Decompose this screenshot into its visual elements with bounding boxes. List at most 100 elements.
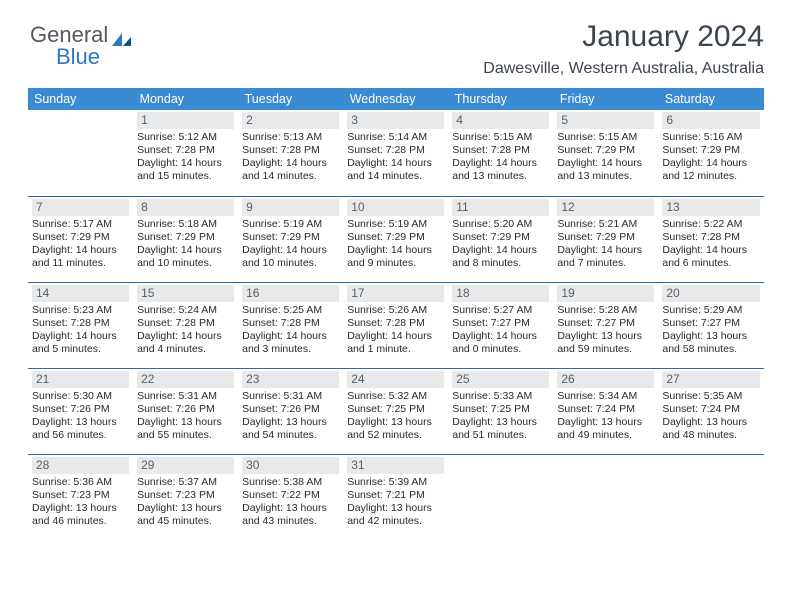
daylight-text: Daylight: 14 hours (347, 244, 444, 257)
calendar-cell: 18Sunrise: 5:27 AMSunset: 7:27 PMDayligh… (448, 282, 553, 368)
sunrise-text: Sunrise: 5:19 AM (347, 218, 444, 231)
day-header: Monday (133, 88, 238, 110)
sunset-text: Sunset: 7:23 PM (32, 489, 129, 502)
sunset-text: Sunset: 7:29 PM (557, 144, 654, 157)
day-number: 23 (242, 371, 339, 388)
daylight-text: and 15 minutes. (137, 170, 234, 183)
day-details: Sunrise: 5:13 AMSunset: 7:28 PMDaylight:… (242, 131, 339, 184)
sunset-text: Sunset: 7:28 PM (347, 144, 444, 157)
daylight-text: Daylight: 13 hours (662, 416, 759, 429)
sunset-text: Sunset: 7:28 PM (662, 231, 759, 244)
calendar-cell: 19Sunrise: 5:28 AMSunset: 7:27 PMDayligh… (553, 282, 658, 368)
calendar-cell: 12Sunrise: 5:21 AMSunset: 7:29 PMDayligh… (553, 196, 658, 282)
daylight-text: Daylight: 13 hours (557, 330, 654, 343)
sunrise-text: Sunrise: 5:37 AM (137, 476, 234, 489)
day-number: 15 (137, 285, 234, 302)
sunrise-text: Sunrise: 5:19 AM (242, 218, 339, 231)
calendar-cell (553, 454, 658, 540)
sunset-text: Sunset: 7:29 PM (452, 231, 549, 244)
day-number: 31 (347, 457, 444, 474)
day-number: 6 (662, 112, 759, 129)
calendar-cell: 10 Sunrise: 5:19 AMSunset: 7:29 PMDayligh… (343, 196, 448, 282)
calendar-cell: 4Sunrise: 5:15 AMSunset: 7:28 PMDaylight… (448, 110, 553, 196)
calendar-week-row: 7Sunrise: 5:17 AMSunset: 7:29 PMDaylight… (28, 196, 764, 282)
calendar-cell: 23 Sunrise: 5:31 AMSunset: 7:26 PMDayligh… (238, 368, 343, 454)
calendar-cell: 24Sunrise: 5:32 AMSunset: 7:25 PMDayligh… (343, 368, 448, 454)
daylight-text: and 3 minutes. (242, 343, 339, 356)
daylight-text: Daylight: 14 hours (137, 244, 234, 257)
daylight-text: and 5 minutes. (32, 343, 129, 356)
sunset-text: Sunset: 7:24 PM (557, 403, 654, 416)
sunrise-text: Sunrise: 5:35 AM (662, 390, 759, 403)
day-details: Sunrise: 5:19 AMSunset: 7:29 PMDaylight:… (242, 218, 339, 271)
calendar-cell: 8Sunrise: 5:18 AMSunset: 7:29 PMDaylight… (133, 196, 238, 282)
day-details: Sunrise: 5:14 AMSunset: 7:28 PMDaylight:… (347, 131, 444, 184)
daylight-text: Daylight: 13 hours (242, 416, 339, 429)
sunset-text: Sunset: 7:26 PM (32, 403, 129, 416)
daylight-text: and 6 minutes. (662, 257, 759, 270)
sunrise-text: Sunrise: 5:16 AM (662, 131, 759, 144)
daylight-text: and 10 minutes. (137, 257, 234, 270)
sunrise-text: Sunrise: 5:31 AM (242, 390, 339, 403)
day-details: Sunrise: 5:30 AMSunset: 7:26 PMDaylight:… (32, 390, 129, 443)
sunrise-text: Sunrise: 5:28 AM (557, 304, 654, 317)
sunrise-text: Sunrise: 5:12 AM (137, 131, 234, 144)
daylight-text: and 56 minutes. (32, 429, 129, 442)
sunset-text: Sunset: 7:28 PM (137, 317, 234, 330)
day-details: Sunrise: 5:24 AMSunset: 7:28 PMDaylight:… (137, 304, 234, 357)
sunset-text: Sunset: 7:26 PM (242, 403, 339, 416)
page-title: January 2024 (28, 20, 764, 54)
day-number: 8 (137, 199, 234, 216)
calendar-week-row: 21Sunrise: 5:30 AMSunset: 7:26 PMDayligh… (28, 368, 764, 454)
sunset-text: Sunset: 7:29 PM (347, 231, 444, 244)
day-details: Sunrise: 5:25 AMSunset: 7:28 PMDaylight:… (242, 304, 339, 357)
daylight-text: and 8 minutes. (452, 257, 549, 270)
daylight-text: Daylight: 14 hours (242, 244, 339, 257)
calendar-cell (28, 110, 133, 196)
day-details: Sunrise: 5:17 AMSunset: 7:29 PMDaylight:… (32, 218, 129, 271)
day-number: 10 (347, 199, 444, 216)
calendar-cell: 7Sunrise: 5:17 AMSunset: 7:29 PMDaylight… (28, 196, 133, 282)
sunset-text: Sunset: 7:26 PM (137, 403, 234, 416)
sunset-text: Sunset: 7:27 PM (662, 317, 759, 330)
calendar-cell: 6Sunrise: 5:16 AMSunset: 7:29 PMDaylight… (658, 110, 763, 196)
day-header: Saturday (658, 88, 763, 110)
sunset-text: Sunset: 7:29 PM (32, 231, 129, 244)
day-number: 26 (557, 371, 654, 388)
day-details: Sunrise: 5:36 AMSunset: 7:23 PMDaylight:… (32, 476, 129, 529)
calendar-cell: 11Sunrise: 5:20 AMSunset: 7:29 PMDayligh… (448, 196, 553, 282)
daylight-text: and 51 minutes. (452, 429, 549, 442)
calendar-cell: 26Sunrise: 5:34 AMSunset: 7:24 PMDayligh… (553, 368, 658, 454)
day-details: Sunrise: 5:27 AMSunset: 7:27 PMDaylight:… (452, 304, 549, 357)
day-number: 28 (32, 457, 129, 474)
day-details: Sunrise: 5:33 AMSunset: 7:25 PMDaylight:… (452, 390, 549, 443)
daylight-text: and 9 minutes. (347, 257, 444, 270)
day-number: 22 (137, 371, 234, 388)
sunrise-text: Sunrise: 5:32 AM (347, 390, 444, 403)
day-number: 25 (452, 371, 549, 388)
sunset-text: Sunset: 7:27 PM (557, 317, 654, 330)
sunset-text: Sunset: 7:29 PM (242, 231, 339, 244)
daylight-text: Daylight: 14 hours (452, 330, 549, 343)
sunrise-text: Sunrise: 5:29 AM (662, 304, 759, 317)
daylight-text: Daylight: 13 hours (557, 416, 654, 429)
day-header: Thursday (448, 88, 553, 110)
calendar-cell: 3Sunrise: 5:14 AMSunset: 7:28 PMDaylight… (343, 110, 448, 196)
day-details: Sunrise: 5:35 AMSunset: 7:24 PMDaylight:… (662, 390, 759, 443)
day-details: Sunrise: 5:23 AMSunset: 7:28 PMDaylight:… (32, 304, 129, 357)
calendar-week-row: 1Sunrise: 5:12 AMSunset: 7:28 PMDaylight… (28, 110, 764, 196)
day-header-row: Sunday Monday Tuesday Wednesday Thursday… (28, 88, 764, 110)
sunrise-text: Sunrise: 5:25 AM (242, 304, 339, 317)
calendar-cell: 1Sunrise: 5:12 AMSunset: 7:28 PMDaylight… (133, 110, 238, 196)
sunrise-text: Sunrise: 5:15 AM (452, 131, 549, 144)
calendar-table: Sunday Monday Tuesday Wednesday Thursday… (28, 88, 764, 540)
sunset-text: Sunset: 7:21 PM (347, 489, 444, 502)
day-number: 30 (242, 457, 339, 474)
daylight-text: and 46 minutes. (32, 515, 129, 528)
sunrise-text: Sunrise: 5:18 AM (137, 218, 234, 231)
sunrise-text: Sunrise: 5:17 AM (32, 218, 129, 231)
logo-text-blue: Blue (56, 44, 100, 70)
daylight-text: Daylight: 14 hours (347, 330, 444, 343)
daylight-text: Daylight: 13 hours (32, 416, 129, 429)
daylight-text: Daylight: 13 hours (452, 416, 549, 429)
